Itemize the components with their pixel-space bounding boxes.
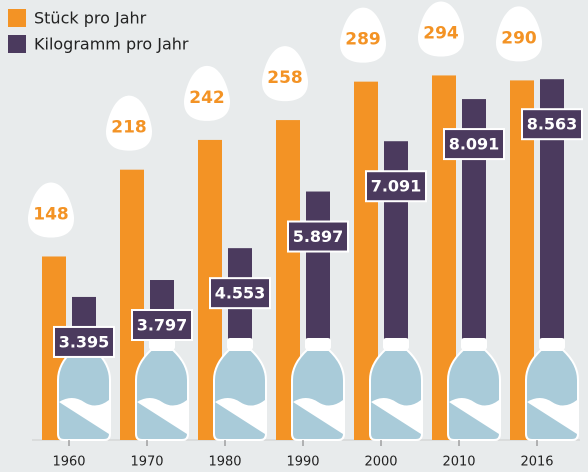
legend-swatch bbox=[8, 35, 26, 53]
value-label: 8.563 bbox=[527, 115, 578, 134]
bottle-cap bbox=[227, 338, 253, 350]
x-tick-label: 1990 bbox=[286, 455, 319, 470]
value-label: 8.091 bbox=[449, 135, 500, 154]
value-label: 148 bbox=[33, 204, 69, 224]
milk bbox=[59, 398, 109, 434]
value-label: 218 bbox=[111, 118, 147, 138]
value-label-box bbox=[365, 170, 427, 203]
value-label: 3.395 bbox=[59, 332, 110, 351]
egg bbox=[340, 7, 386, 63]
egg bbox=[28, 182, 74, 238]
value-label-box bbox=[521, 108, 583, 141]
milk bbox=[527, 398, 577, 434]
x-tick-label: 1960 bbox=[52, 455, 85, 470]
value-label-box bbox=[209, 277, 271, 310]
egg bbox=[418, 1, 464, 57]
value-label-box bbox=[131, 309, 193, 342]
legend-label: Kilogramm pro Jahr bbox=[34, 35, 189, 54]
value-label: 258 bbox=[267, 68, 303, 88]
value-label: 294 bbox=[423, 23, 459, 43]
value-label: 3.797 bbox=[137, 316, 188, 335]
value-label: 7.091 bbox=[371, 177, 422, 196]
value-label: 242 bbox=[189, 88, 225, 108]
x-tick-label: 2010 bbox=[442, 455, 475, 470]
legend-label: Stück pro Jahr bbox=[34, 9, 147, 28]
bottle-cap bbox=[305, 338, 331, 350]
egg bbox=[496, 6, 542, 62]
x-tick-label: 1970 bbox=[130, 455, 163, 470]
bottle-cap bbox=[461, 338, 487, 350]
x-tick-label: 2016 bbox=[520, 455, 553, 470]
value-label: 5.897 bbox=[293, 227, 344, 246]
bottle-cap bbox=[539, 338, 565, 350]
egg bbox=[262, 46, 308, 102]
value-label-box bbox=[53, 325, 115, 358]
milk bbox=[449, 398, 499, 434]
milk bbox=[215, 398, 265, 434]
egg bbox=[106, 95, 152, 151]
egg bbox=[184, 65, 230, 121]
value-label: 4.553 bbox=[215, 284, 266, 303]
value-label-box bbox=[443, 128, 505, 161]
value-label: 290 bbox=[501, 28, 537, 48]
value-label: 289 bbox=[345, 30, 381, 50]
value-label-box bbox=[287, 220, 349, 253]
bottle-cap bbox=[383, 338, 409, 350]
x-tick-label: 2000 bbox=[364, 455, 397, 470]
legend-swatch bbox=[8, 9, 26, 27]
milk bbox=[293, 398, 343, 434]
milk bbox=[137, 398, 187, 434]
milk bbox=[371, 398, 421, 434]
x-tick-label: 1980 bbox=[208, 455, 241, 470]
